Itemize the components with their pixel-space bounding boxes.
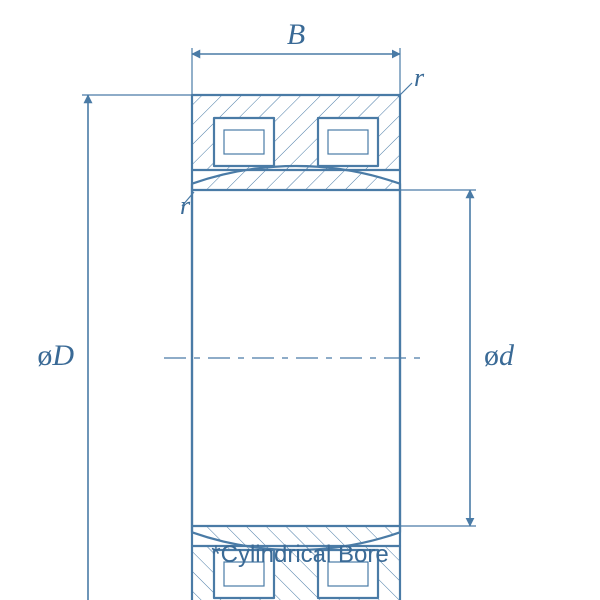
dim-label-B: B — [287, 18, 305, 51]
dim-label-r-outer: r — [414, 63, 425, 92]
caption: *Cylindrical Bore — [211, 541, 388, 568]
dim-label-d: ød — [484, 339, 515, 372]
dim-label-D: øD — [37, 339, 74, 372]
